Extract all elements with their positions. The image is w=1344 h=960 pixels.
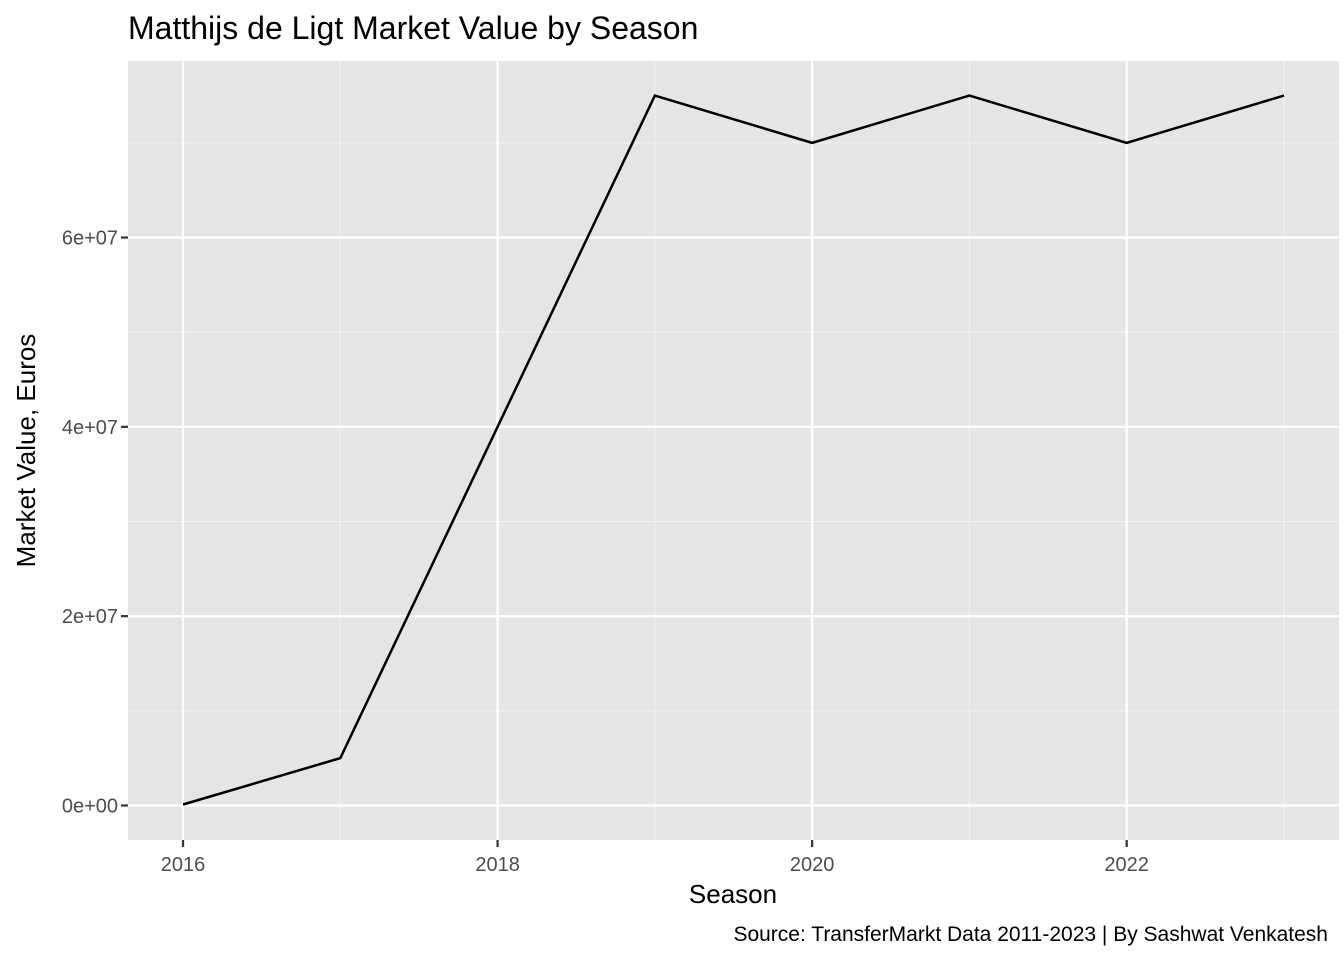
- y-tick-label: 6e+07: [62, 228, 118, 250]
- x-axis: 2016 2018 2020 2022: [161, 840, 1149, 876]
- x-tick-label: 2018: [475, 854, 520, 876]
- data-point: [653, 94, 656, 97]
- chart-caption: Source: TransferMarkt Data 2011-2023 | B…: [733, 923, 1328, 946]
- y-tick-label: 4e+07: [62, 417, 118, 439]
- data-point: [1125, 141, 1128, 144]
- data-point: [496, 425, 499, 428]
- data-point: [968, 94, 971, 97]
- series-layer: [182, 94, 1286, 806]
- y-tick-label: 2e+07: [62, 606, 118, 628]
- data-point: [182, 803, 185, 806]
- plot-panel: [128, 61, 1339, 840]
- x-axis-title: Season: [689, 879, 777, 909]
- minor-gridlines: [128, 61, 1339, 840]
- y-axis: 0e+00 2e+07 4e+07 6e+07: [62, 228, 128, 817]
- data-point: [339, 757, 342, 760]
- x-tick-label: 2016: [161, 854, 206, 876]
- y-tick-label: 0e+00: [62, 795, 118, 817]
- chart-title: Matthijs de Ligt Market Value by Season: [128, 10, 698, 46]
- data-point: [1283, 94, 1286, 97]
- x-tick-label: 2022: [1104, 854, 1149, 876]
- major-gridlines: [128, 61, 1339, 840]
- series-line: [182, 94, 1285, 806]
- y-axis-title: Market Value, Euros: [11, 334, 41, 568]
- data-point: [811, 141, 814, 144]
- x-tick-label: 2020: [790, 854, 835, 876]
